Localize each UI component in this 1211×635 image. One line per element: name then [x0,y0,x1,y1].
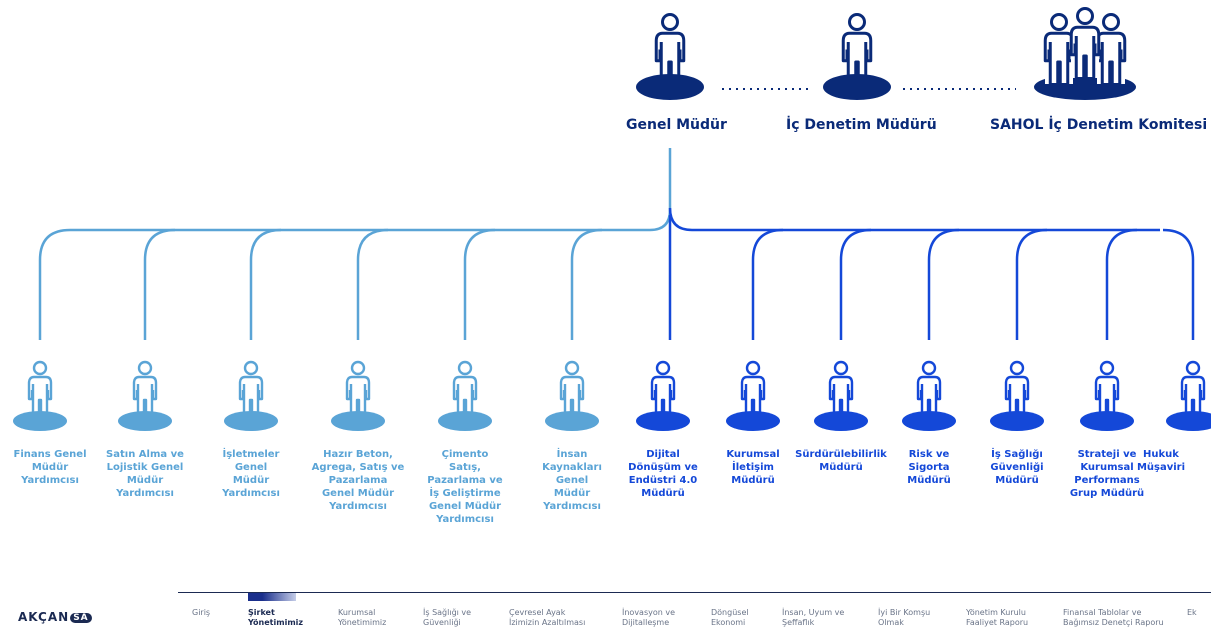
nav-item-0[interactable]: Giriş [192,608,211,617]
genel-mudur-icon [636,12,704,100]
unit-label-10: İş Sağlığı Güvenliği Müdürü [990,449,1044,486]
footer-nav: AKÇAN SA Giriş Şirket Yönetimimiz Kurumsal … [0,592,1211,635]
active-tab-indicator [248,593,296,601]
nav-item-5[interactable]: İnovasyon ve Dijitalleşme [622,608,676,627]
branch-line-9 [927,228,960,340]
top-label-genel-mudur: Genel Müdür [626,117,727,133]
logo-text: AKÇAN [18,610,70,624]
nav-item-4[interactable]: Çevresel Ayak İzimizin Azaltılması [509,608,586,627]
nav-item-6[interactable]: Döngüsel Ekonomi [711,608,749,627]
unit-label-4: Çimento Satış, Pazarlama ve İş Geliştirm… [427,449,503,525]
nav-item-9[interactable]: Yönetim Kurulu Faaliyet Raporu [966,608,1029,627]
nav-item-10[interactable]: Finansal Tablolar ve Bağımsız Denetçi Ra… [1063,608,1164,627]
nav-item-11[interactable]: Ek [1187,608,1197,617]
branch-line-5 [570,228,603,340]
unit-person-icon-4 [438,360,492,431]
unit-person-icon-6 [636,360,690,431]
branch-line-4 [463,228,496,340]
unit-person-icon-9 [902,360,956,431]
nav-item-2[interactable]: Kurumsal Yönetimimiz [338,608,387,627]
top-label-ic-denetim-muduru: İç Denetim Müdürü [786,117,937,133]
sahol-komite-group-icon [1034,6,1136,100]
unit-label-3: Hazır Beton, Agrega, Satış ve Pazarlama … [311,449,405,512]
unit-label-7: Kurumsal İletişim Müdürü [726,449,780,486]
branch-line-12 [1162,228,1195,340]
branch-line-0 [38,228,71,340]
unit-person-icon-12 [1166,360,1211,431]
unit-label-9: Risk ve Sigorta Müdürü [907,449,951,486]
root-stem-right [668,207,693,232]
branch-line-1 [143,228,176,340]
unit-label-0: Finans Genel Müdür Yardımcısı [13,449,87,486]
logo-badge: SA [70,613,92,623]
unit-label-6: Dijital Dönüşüm ve Endüstri 4.0 Müdürü [628,449,698,499]
unit-person-icon-0 [13,360,67,431]
branch-line-10 [1015,228,1048,340]
unit-label-2: İşletmeler Genel Müdür Yardımcısı [222,449,280,499]
footer-rule [178,592,1211,593]
nav-item-1[interactable]: Şirket Yönetimimiz [248,608,304,627]
root-stem-left [649,148,672,232]
unit-person-icon-7 [726,360,780,431]
branch-line-3 [356,228,389,340]
branch-line-8 [839,228,872,340]
unit-person-icon-11 [1080,360,1134,431]
branch-line-11 [1105,228,1138,340]
ic-denetim-muduru-icon [823,12,891,100]
unit-label-8: Sürdürülebilirlik Müdürü [795,449,887,473]
unit-person-icon-3 [331,360,385,431]
unit-person-icon-8 [814,360,868,431]
unit-person-icon-2 [224,360,278,431]
unit-person-icon-1 [118,360,172,431]
branch-line-2 [249,228,282,340]
connector-lines [38,148,1195,340]
nav-item-8[interactable]: İyi Bir Komşu Olmak [878,608,931,627]
branch-line-7 [751,228,784,340]
nav-item-7[interactable]: İnsan, Uyum ve Şeffaflık [782,608,845,627]
akcansa-logo[interactable]: AKÇAN SA [18,610,92,624]
unit-label-5: İnsan Kaynakları Genel Müdür Yardımcısı [542,449,602,512]
unit-label-11: Strateji ve Kurumsal Performans Grup Müd… [1069,449,1145,499]
nav-item-3[interactable]: İş Sağlığı ve Güvenliği [423,608,472,627]
unit-label-1: Satın Alma ve Lojistik Genel Müdür Yardı… [106,449,184,499]
unit-person-icon-10 [990,360,1044,431]
unit-label-12: Hukuk Müşaviri [1136,449,1186,473]
person-figures [13,6,1211,431]
top-label-sahol-ic-denetim-komitesi: SAHOL İç Denetim Komitesi [990,117,1208,133]
unit-person-icon-5 [545,360,599,431]
